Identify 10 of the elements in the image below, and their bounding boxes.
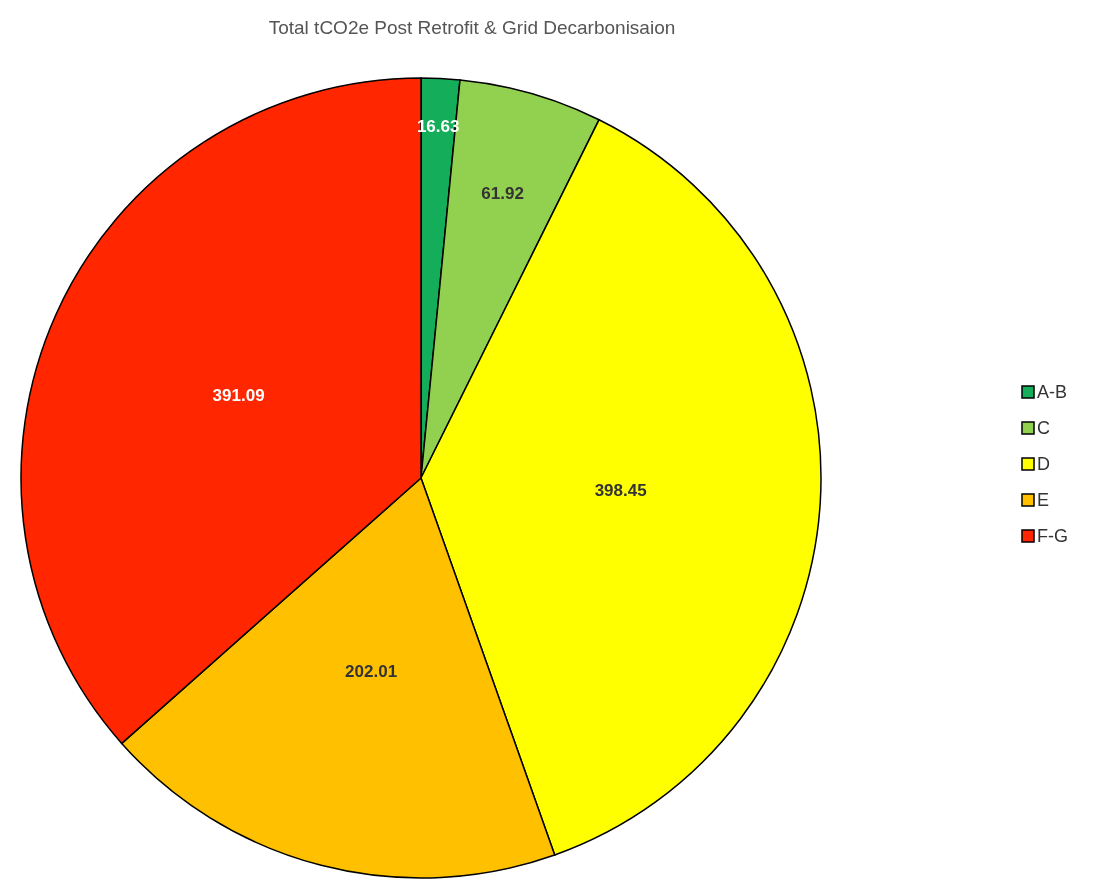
data-label: 398.45: [594, 480, 647, 500]
legend-label: C: [1037, 418, 1050, 438]
data-label: 61.92: [481, 183, 524, 203]
legend-label: D: [1037, 454, 1050, 474]
legend-label: F-G: [1037, 526, 1068, 546]
data-label: 202.01: [345, 662, 398, 682]
chart-title: Total tCO2e Post Retrofit & Grid Decarbonisaion: [268, 17, 676, 38]
legend-label: A-B: [1037, 382, 1068, 402]
data-label: 391.09: [212, 386, 265, 406]
legend-label: E: [1037, 490, 1050, 510]
